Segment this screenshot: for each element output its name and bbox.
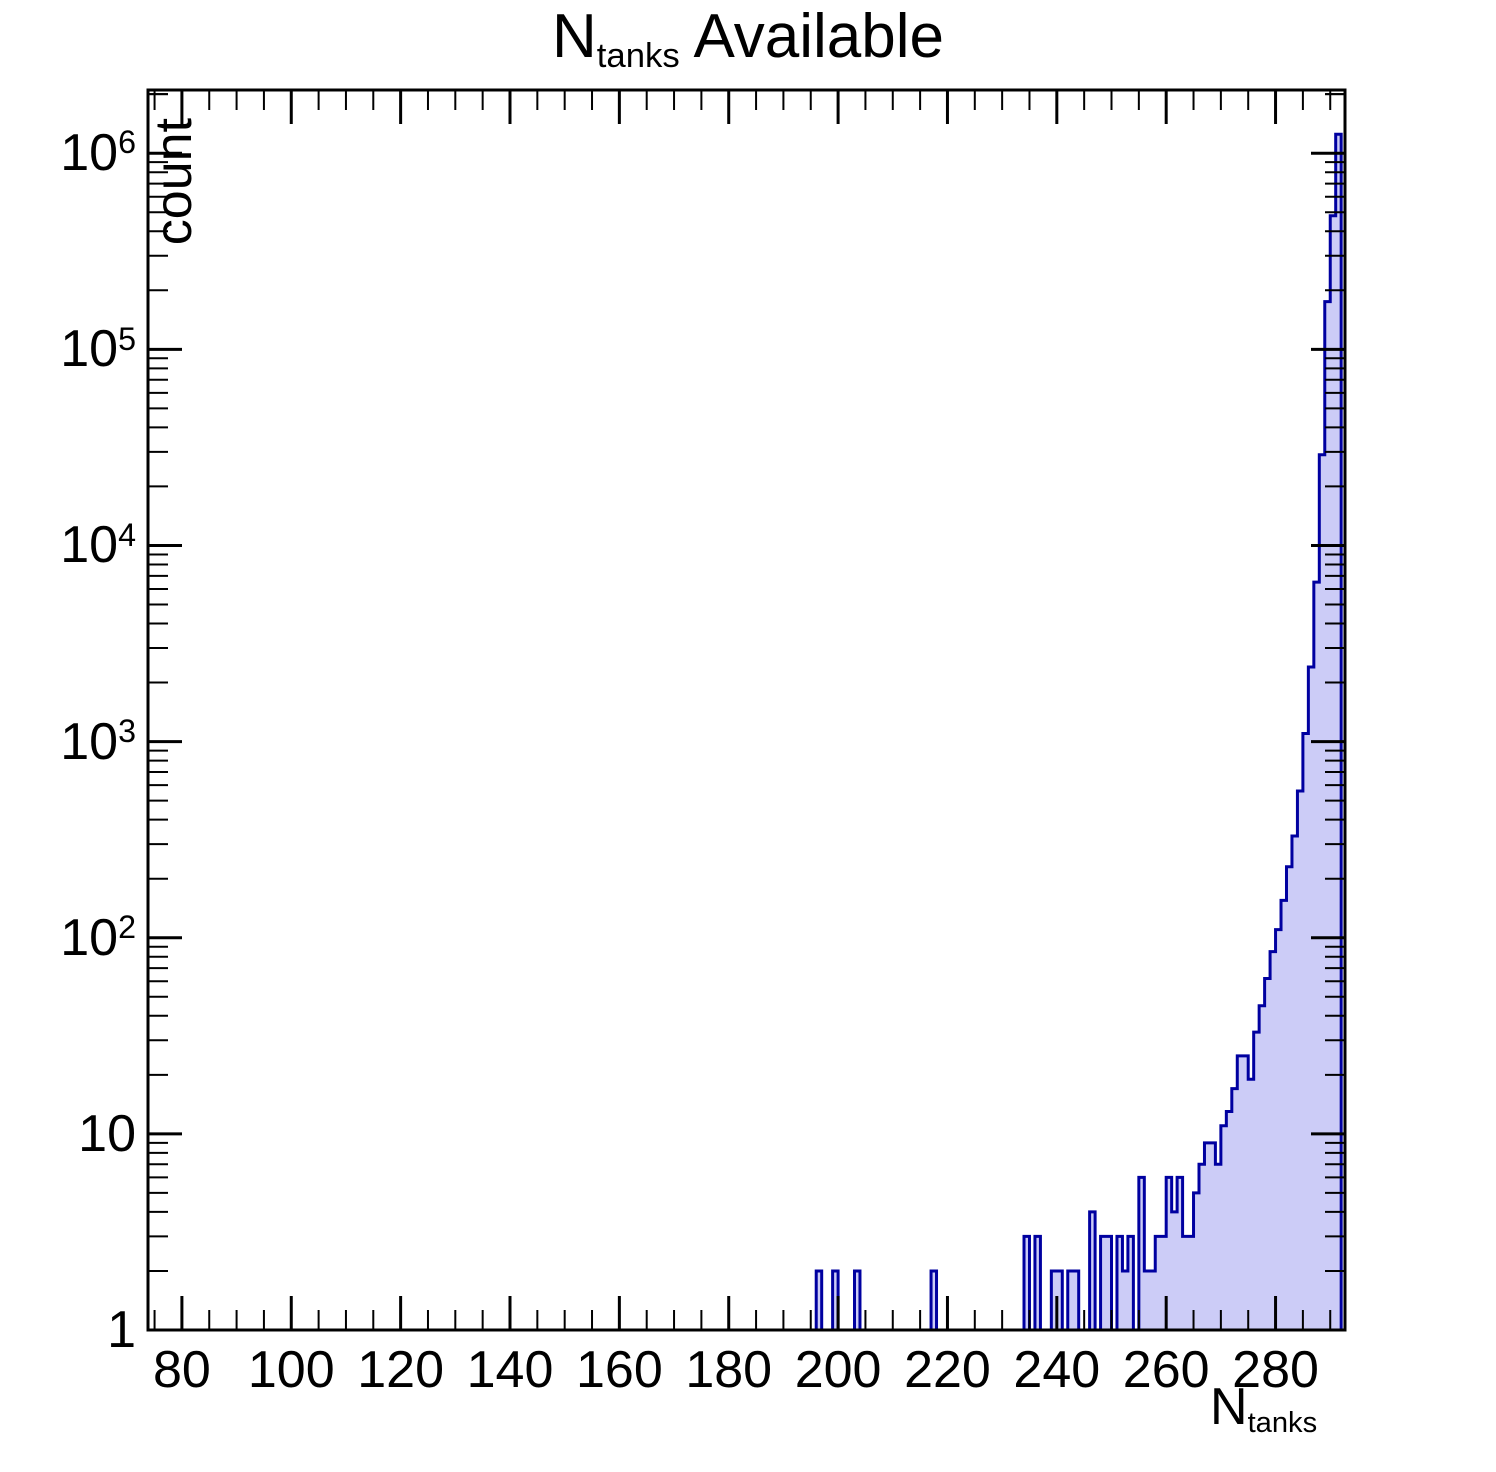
y-tick-label: 104	[60, 516, 136, 575]
y-tick-label: 103	[60, 712, 136, 771]
page-title: Ntanks Available	[0, 6, 1496, 74]
plot-frame	[146, 88, 1347, 1332]
y-tick-label: 106	[60, 124, 136, 183]
x-tick-label: 100	[247, 1341, 335, 1399]
y-tick-label: 102	[60, 908, 136, 967]
x-tick-label: 140	[466, 1341, 554, 1399]
x-tick-label: 160	[575, 1341, 663, 1399]
x-tick-label: 280	[1232, 1341, 1319, 1399]
x-tick-label: 240	[1013, 1341, 1101, 1399]
x-tick-label: 220	[904, 1341, 991, 1399]
x-tick-label: 120	[357, 1341, 445, 1399]
x-axis-label: Ntanks	[1210, 1378, 1317, 1438]
y-tick-label: 10	[78, 1104, 136, 1163]
y-tick-label: 105	[60, 320, 136, 379]
xlabel-main: N	[1210, 1378, 1248, 1436]
histogram-series	[154, 132, 1343, 1332]
x-tick-label: 180	[685, 1341, 773, 1399]
title-rest: Available	[679, 2, 945, 71]
x-tick-label: 200	[794, 1341, 882, 1399]
histogram-fill	[154, 134, 1342, 1331]
title-main: N	[551, 2, 597, 71]
x-tick-label: 260	[1122, 1341, 1210, 1399]
y-tick-label: 1	[107, 1301, 136, 1359]
histogram-outline	[154, 132, 1343, 1332]
title-subscript: tanks	[596, 36, 680, 75]
x-tick-label: 80	[152, 1341, 211, 1399]
axis-ticks	[148, 90, 1345, 1332]
xlabel-subscript: tanks	[1247, 1407, 1318, 1440]
